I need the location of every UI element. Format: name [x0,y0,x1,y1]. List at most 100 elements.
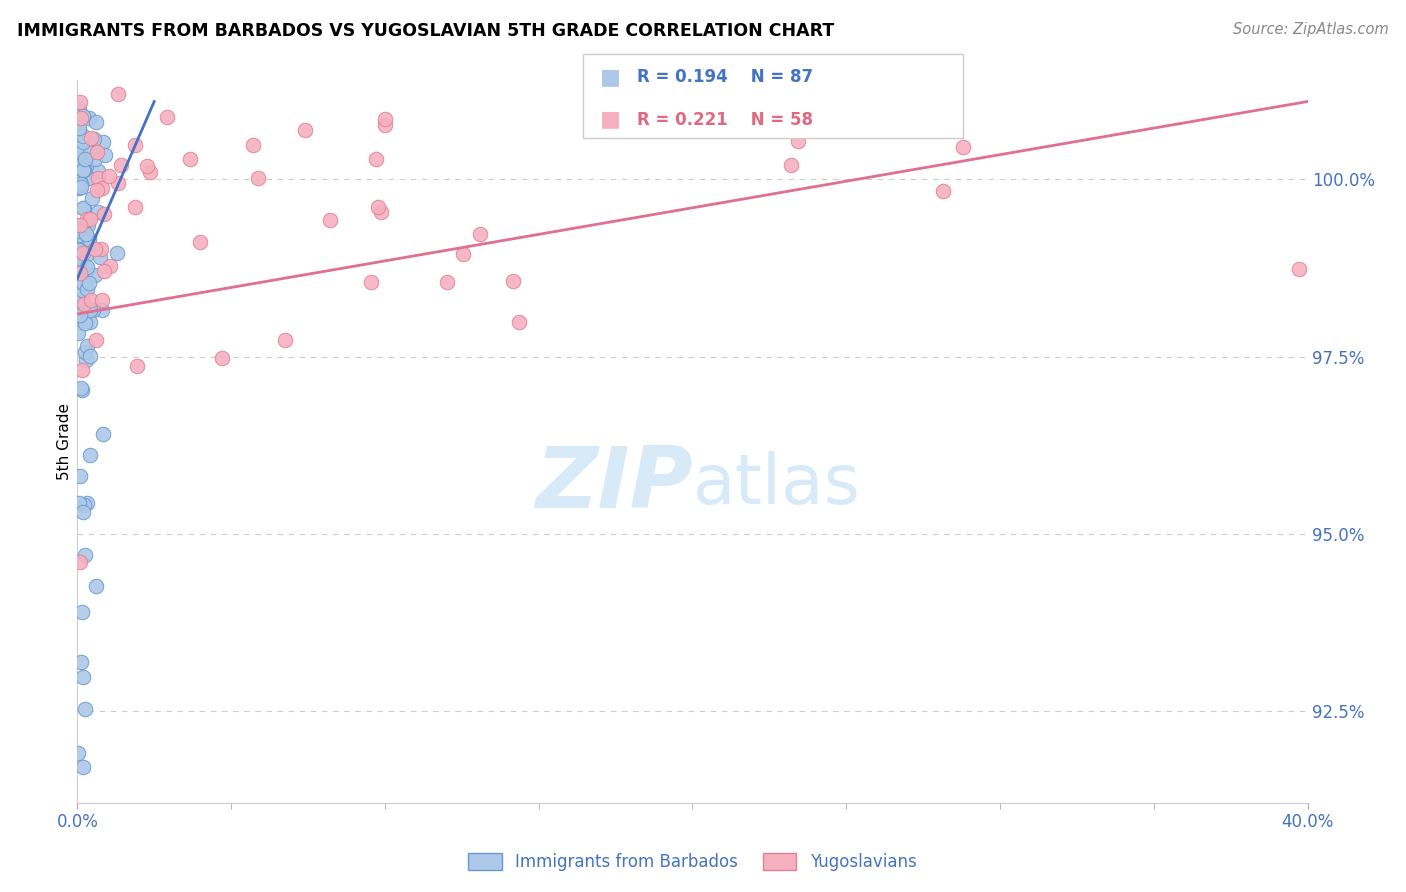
Point [79,212,101,227]
Point [67,259,90,273]
Point [86,205,108,219]
Point [73,152,96,166]
Point [67,224,90,238]
Point [83,243,105,257]
Point [72,162,94,177]
Point [76,496,98,510]
Point [69,152,91,166]
Point [67,252,90,266]
Point [246,170,269,185]
Point [90,242,112,256]
Point [77,170,100,185]
Point [86,183,108,197]
Point [952,140,974,154]
Point [69,308,91,322]
Point [79,315,101,329]
Point [67,152,90,166]
Point [73,498,96,512]
Point [82,302,104,317]
Point [84,579,107,593]
Point [76,212,98,227]
Text: atlas: atlas [693,451,860,518]
Point [79,111,101,125]
Point [76,247,98,261]
Point [127,359,149,373]
Point [72,505,94,519]
Point [366,152,388,166]
Point [91,302,114,317]
Point [69,177,91,191]
Point [84,115,107,129]
Point [73,316,96,330]
Point [70,180,93,194]
Point [107,177,129,191]
Point [75,159,97,173]
Point [79,145,101,159]
Point [107,87,129,102]
Point [94,147,117,161]
Point [294,123,316,137]
Point [79,349,101,363]
Point [75,344,97,359]
Point [69,555,91,569]
Point [93,206,115,220]
Point [76,339,98,353]
Point [70,363,93,377]
Point [75,549,97,563]
Point [136,159,159,173]
Point [73,162,96,177]
Point [91,136,114,150]
Point [83,268,105,282]
Text: R = 0.221    N = 58: R = 0.221 N = 58 [637,111,813,128]
Point [76,310,98,325]
Point [66,316,89,330]
Point [105,245,128,260]
Point [98,169,121,184]
Point [453,247,475,261]
Point [693,87,716,102]
Point [75,702,97,716]
Point [67,180,90,194]
Point [179,152,201,166]
Point [87,170,110,185]
Point [80,293,103,307]
Y-axis label: 5th Grade: 5th Grade [56,403,72,480]
Point [86,145,108,159]
Point [69,266,91,280]
Point [72,128,94,143]
Point [72,669,94,683]
Point [66,180,89,194]
Point [69,307,91,321]
Point [72,760,94,774]
Point [73,201,96,215]
Text: ■: ■ [600,67,621,87]
Point [67,123,90,137]
Point [69,145,91,160]
Point [73,233,96,247]
Point [69,496,91,510]
Point [319,212,342,227]
Point [91,293,114,308]
Point [470,227,492,241]
Point [139,165,162,179]
Point [780,158,803,172]
Point [156,110,179,124]
Point [360,275,382,289]
Point [93,264,115,278]
Point [70,655,93,669]
Point [1288,261,1310,276]
Point [110,158,132,172]
Point [77,232,100,246]
Point [77,219,100,233]
Point [72,218,94,232]
Text: ZIP: ZIP [534,443,693,526]
Text: R = 0.194    N = 87: R = 0.194 N = 87 [637,69,813,87]
Point [76,263,98,277]
Point [72,135,94,149]
Point [75,227,97,242]
Point [370,205,392,219]
Text: IMMIGRANTS FROM BARBADOS VS YUGOSLAVIAN 5TH GRADE CORRELATION CHART: IMMIGRANTS FROM BARBADOS VS YUGOSLAVIAN … [17,22,834,40]
Point [91,427,114,442]
Point [87,164,110,178]
Point [91,181,114,195]
